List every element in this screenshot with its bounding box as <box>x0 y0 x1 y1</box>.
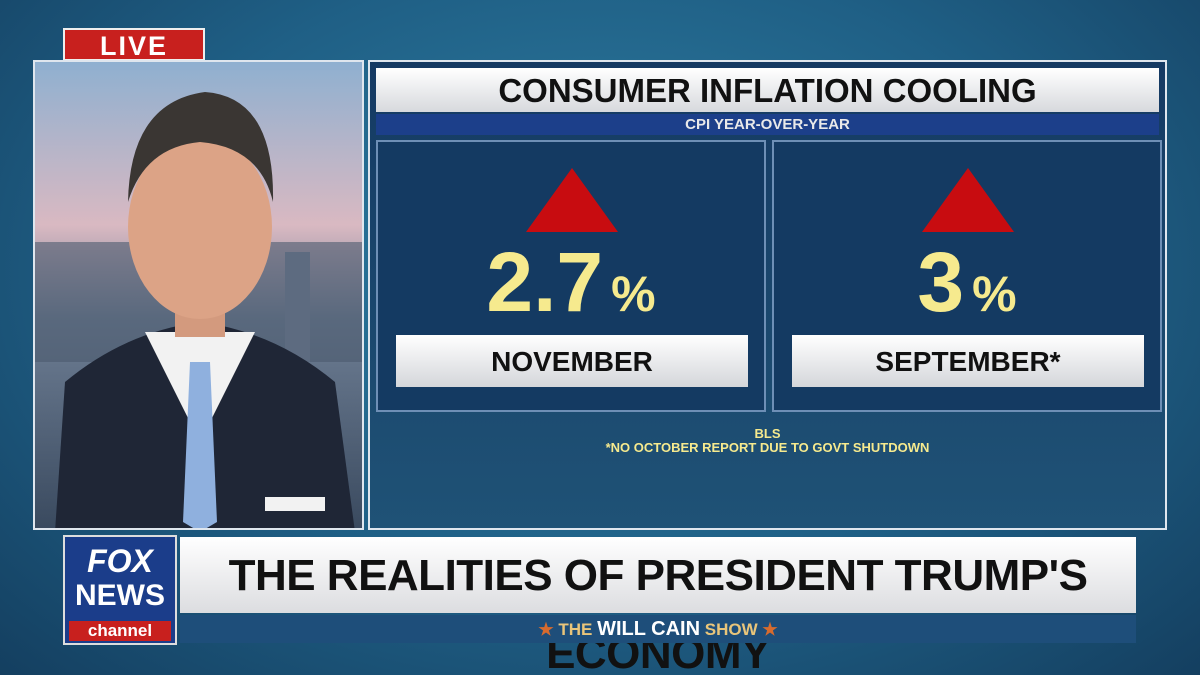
stat-unit: % <box>972 266 1017 322</box>
up-arrow <box>922 168 1014 232</box>
headline-banner: THE REALITIES OF PRESIDENT TRUMP'S ECONO… <box>180 537 1136 675</box>
stat-number: 3 <box>917 235 965 329</box>
live-badge: LIVE <box>63 28 205 61</box>
source: BLS <box>754 426 781 441</box>
star: ★ <box>762 620 778 639</box>
stat-label: NOVEMBER <box>396 335 748 387</box>
network-logo: FOX NEWS channel <box>63 535 177 645</box>
stat-panel: 3% SEPTEMBER* <box>772 140 1162 412</box>
star: ★ <box>538 620 554 639</box>
stat-value: 3% <box>774 240 1160 336</box>
inflation-graphic: CONSUMER INFLATION COOLING CPI YEAR-OVER… <box>368 60 1167 530</box>
show-name: WILL CAIN <box>597 618 701 640</box>
graphic-title: CONSUMER INFLATION COOLING <box>376 68 1159 112</box>
show-suffix: SHOW <box>704 620 758 639</box>
anchor-illustration <box>35 92 362 528</box>
stat-unit: % <box>611 266 656 322</box>
logo-line: channel <box>69 621 171 641</box>
show-bar: ★ THE WILL CAIN SHOW ★ <box>180 615 1136 643</box>
logo-line: NEWS <box>75 579 165 612</box>
logo-line: FOX <box>87 543 153 579</box>
stat-label: SEPTEMBER* <box>792 335 1144 387</box>
graphic-subtitle: CPI YEAR-OVER-YEAR <box>376 114 1159 135</box>
stat-number: 2.7 <box>486 235 604 329</box>
video-feed <box>33 60 364 530</box>
up-arrow <box>526 168 618 232</box>
stat-value: 2.7% <box>378 240 764 336</box>
stat-panel: 2.7% NOVEMBER <box>376 140 766 412</box>
show-prefix: THE <box>558 620 593 639</box>
footnote: *NO OCTOBER REPORT DUE TO GOVT SHUTDOWN <box>605 440 930 455</box>
